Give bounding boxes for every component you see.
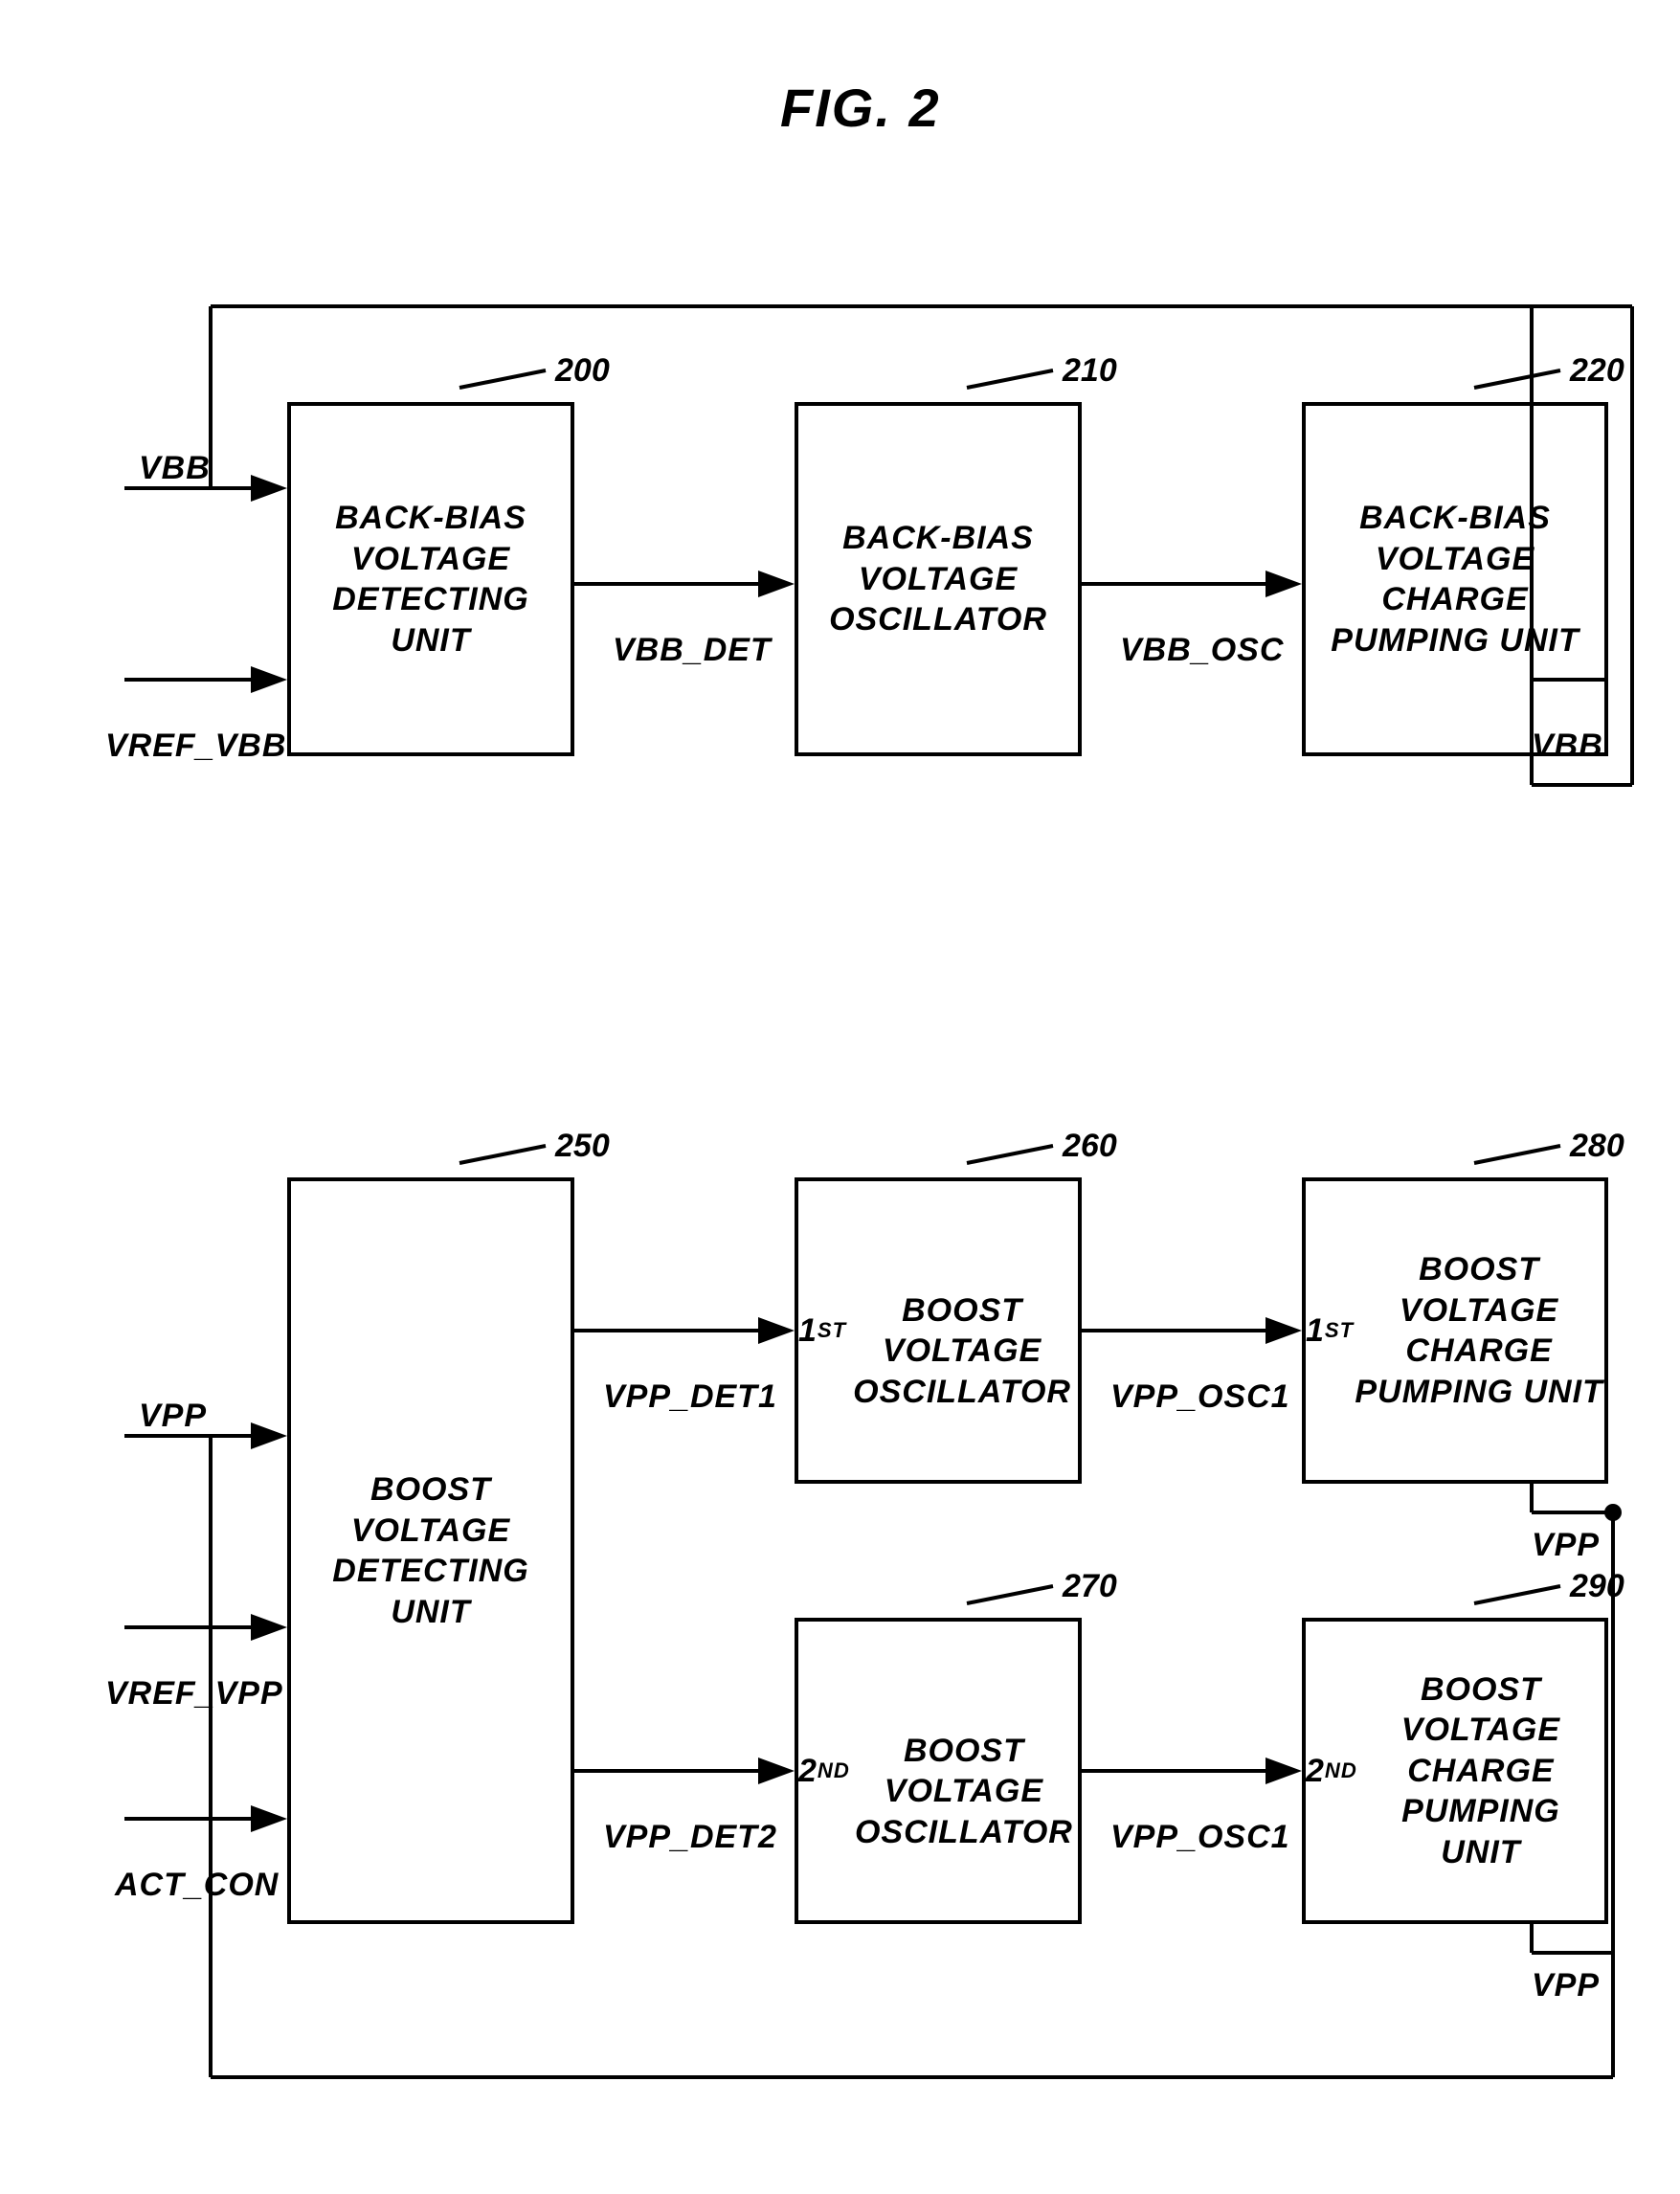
block-210: BACK-BIASVOLTAGEOSCILLATOR [795,402,1082,756]
signal-VBB_OSC: VBB_OSC [1120,632,1284,669]
signal-VBB_DET: VBB_DET [613,632,772,669]
block-260: 1STBOOST VOLTAGEOSCILLATOR [795,1177,1082,1484]
block-270: 2NDBOOST VOLTAGEOSCILLATOR [795,1618,1082,1924]
block-200: BACK-BIASVOLTAGEDETECTING UNIT [287,402,574,756]
input-VREF_VBB: VREF_VBB [105,728,286,765]
ref-210: 210 [1063,352,1117,390]
signal-VPP_DET1: VPP_DET1 [603,1378,777,1416]
output-vpp-1: VPP [1532,1527,1600,1564]
block-280: 1ST BOOSTVOLTAGE CHARGEPUMPING UNIT [1302,1177,1608,1484]
signal-VPP_DET2: VPP_DET2 [603,1819,777,1856]
input-VPP: VPP [139,1398,207,1435]
block-220: BACK-BIASVOLTAGE CHARGEPUMPING UNIT [1302,402,1608,756]
input-VREF_VPP: VREF_VPP [105,1675,283,1713]
ref-200: 200 [555,352,610,390]
ref-290: 290 [1570,1568,1624,1605]
ref-270: 270 [1063,1568,1117,1605]
ref-280: 280 [1570,1128,1624,1165]
input-ACT_CON: ACT_CON [115,1867,279,1904]
ref-250: 250 [555,1128,610,1165]
input-VBB: VBB [139,450,211,487]
block-250: BOOST VOLTAGEDETECTING UNIT [287,1177,574,1924]
block-290: 2ND BOOSTVOLTAGE CHARGEPUMPING UNIT [1302,1618,1608,1924]
ref-220: 220 [1570,352,1624,390]
output-vbb: VBB [1532,728,1603,765]
figure-title: FIG. 2 [780,77,941,139]
signal-VPP_OSC1: VPP_OSC1 [1110,1378,1290,1416]
output-vpp-2: VPP [1532,1967,1600,2004]
ref-260: 260 [1063,1128,1117,1165]
signal-VPP_OSC1: VPP_OSC1 [1110,1819,1290,1856]
